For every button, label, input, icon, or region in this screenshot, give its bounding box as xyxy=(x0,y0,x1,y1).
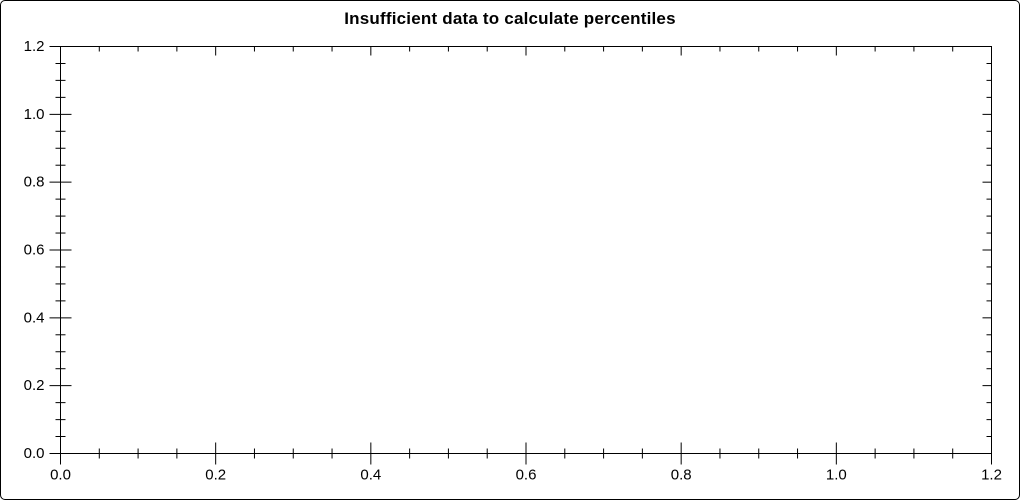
y-tick-label: 0.6 xyxy=(24,242,45,259)
x-tick-label: 0.8 xyxy=(671,467,692,484)
y-tick-label: 1.2 xyxy=(24,38,45,55)
x-tick-label: 0.2 xyxy=(205,467,226,484)
chart-title: Insufficient data to calculate percentil… xyxy=(344,9,676,28)
x-tick-label: 0.4 xyxy=(360,467,381,484)
x-tick-label: 1.2 xyxy=(981,467,1002,484)
x-tick-label: 1.0 xyxy=(826,467,847,484)
y-tick-label: 1.0 xyxy=(24,106,45,123)
x-tick-label: 0.0 xyxy=(50,467,71,484)
x-tick-label: 0.6 xyxy=(516,467,537,484)
y-tick-label: 0.8 xyxy=(24,174,45,191)
plot-border xyxy=(60,46,992,454)
y-tick-label: 0.4 xyxy=(24,309,45,326)
y-tick-label: 0.2 xyxy=(24,377,45,394)
y-tick-label: 0.0 xyxy=(24,445,45,462)
